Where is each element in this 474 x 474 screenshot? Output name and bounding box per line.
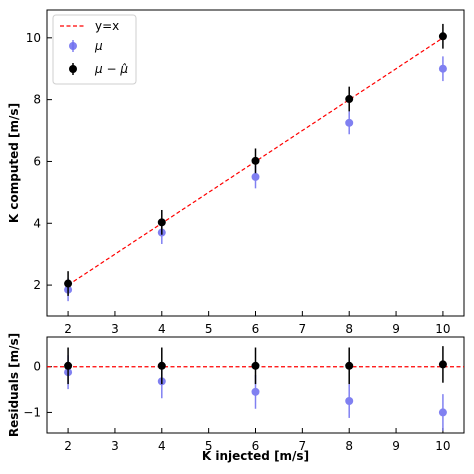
x-tick-label: 2	[64, 322, 72, 336]
x-tick-label: 3	[111, 439, 119, 453]
y-tick-label: 10	[26, 31, 41, 45]
y-tick-label: 2	[33, 278, 41, 292]
data-point	[438, 32, 447, 41]
x-axis-label: K injected [m/s]	[202, 449, 309, 463]
y-tick-label: 6	[33, 154, 41, 168]
x-tick-label: 9	[392, 322, 400, 336]
series-mu-minus-muhat	[64, 346, 447, 385]
data-point	[438, 360, 447, 369]
legend-label: y=x	[95, 19, 119, 33]
x-tick-label: 7	[299, 322, 307, 336]
x-tick-label: 5	[205, 439, 213, 453]
residuals-panel: 2 3 4 5 6 7 8 9 10 −1 0 Residuals [m/s] K injected […	[7, 333, 465, 463]
x-tick-label: 8	[345, 322, 353, 336]
data-point	[345, 397, 354, 405]
data-point	[157, 218, 166, 227]
data-point	[251, 156, 260, 165]
x-tick-label: 6	[252, 322, 260, 336]
x-tick-label: 7	[299, 439, 307, 453]
x-tick-label: 10	[435, 439, 450, 453]
y-tick-label: −1	[23, 405, 41, 419]
data-point	[251, 387, 260, 396]
y-tick-label: 8	[33, 93, 41, 107]
data-point	[345, 361, 354, 370]
y-tick-label: 4	[33, 216, 41, 230]
y-tick-label: 0	[33, 360, 41, 374]
data-point	[345, 118, 354, 127]
series-mu	[64, 56, 447, 302]
x-tick-label: 10	[435, 322, 450, 336]
x-tick-label: 5	[205, 322, 213, 336]
y-axis-label: K computed [m/s]	[7, 103, 21, 223]
x-tick-label: 4	[158, 322, 166, 336]
legend-marker	[69, 42, 77, 50]
x-tick-label: 4	[158, 439, 166, 453]
data-point	[345, 95, 354, 104]
legend-label: μ − μ̂	[94, 62, 128, 76]
data-point	[251, 172, 260, 181]
x-tick-label: 6	[252, 439, 260, 453]
legend: y=x μ μ − μ̂	[52, 14, 137, 85]
x-tick-label: 9	[392, 439, 400, 453]
data-point	[64, 361, 73, 370]
data-point	[438, 408, 447, 417]
legend-label: μ	[94, 39, 103, 53]
legend-marker	[69, 65, 77, 73]
data-point	[157, 361, 166, 370]
main-panel: 2 3 4 5 6 7 8 9 10 2 4 6 8 10 K computed [m/s] y=x μ μ − …	[7, 9, 465, 336]
x-tick-label: 8	[345, 439, 353, 453]
series-mu-minus-muhat	[64, 23, 447, 296]
data-point	[64, 279, 73, 288]
x-tick-label: 3	[111, 322, 119, 336]
x-tick-label: 2	[64, 439, 72, 453]
data-point	[438, 64, 447, 73]
y-axis-label: Residuals [m/s]	[7, 333, 21, 437]
data-point	[251, 361, 260, 370]
